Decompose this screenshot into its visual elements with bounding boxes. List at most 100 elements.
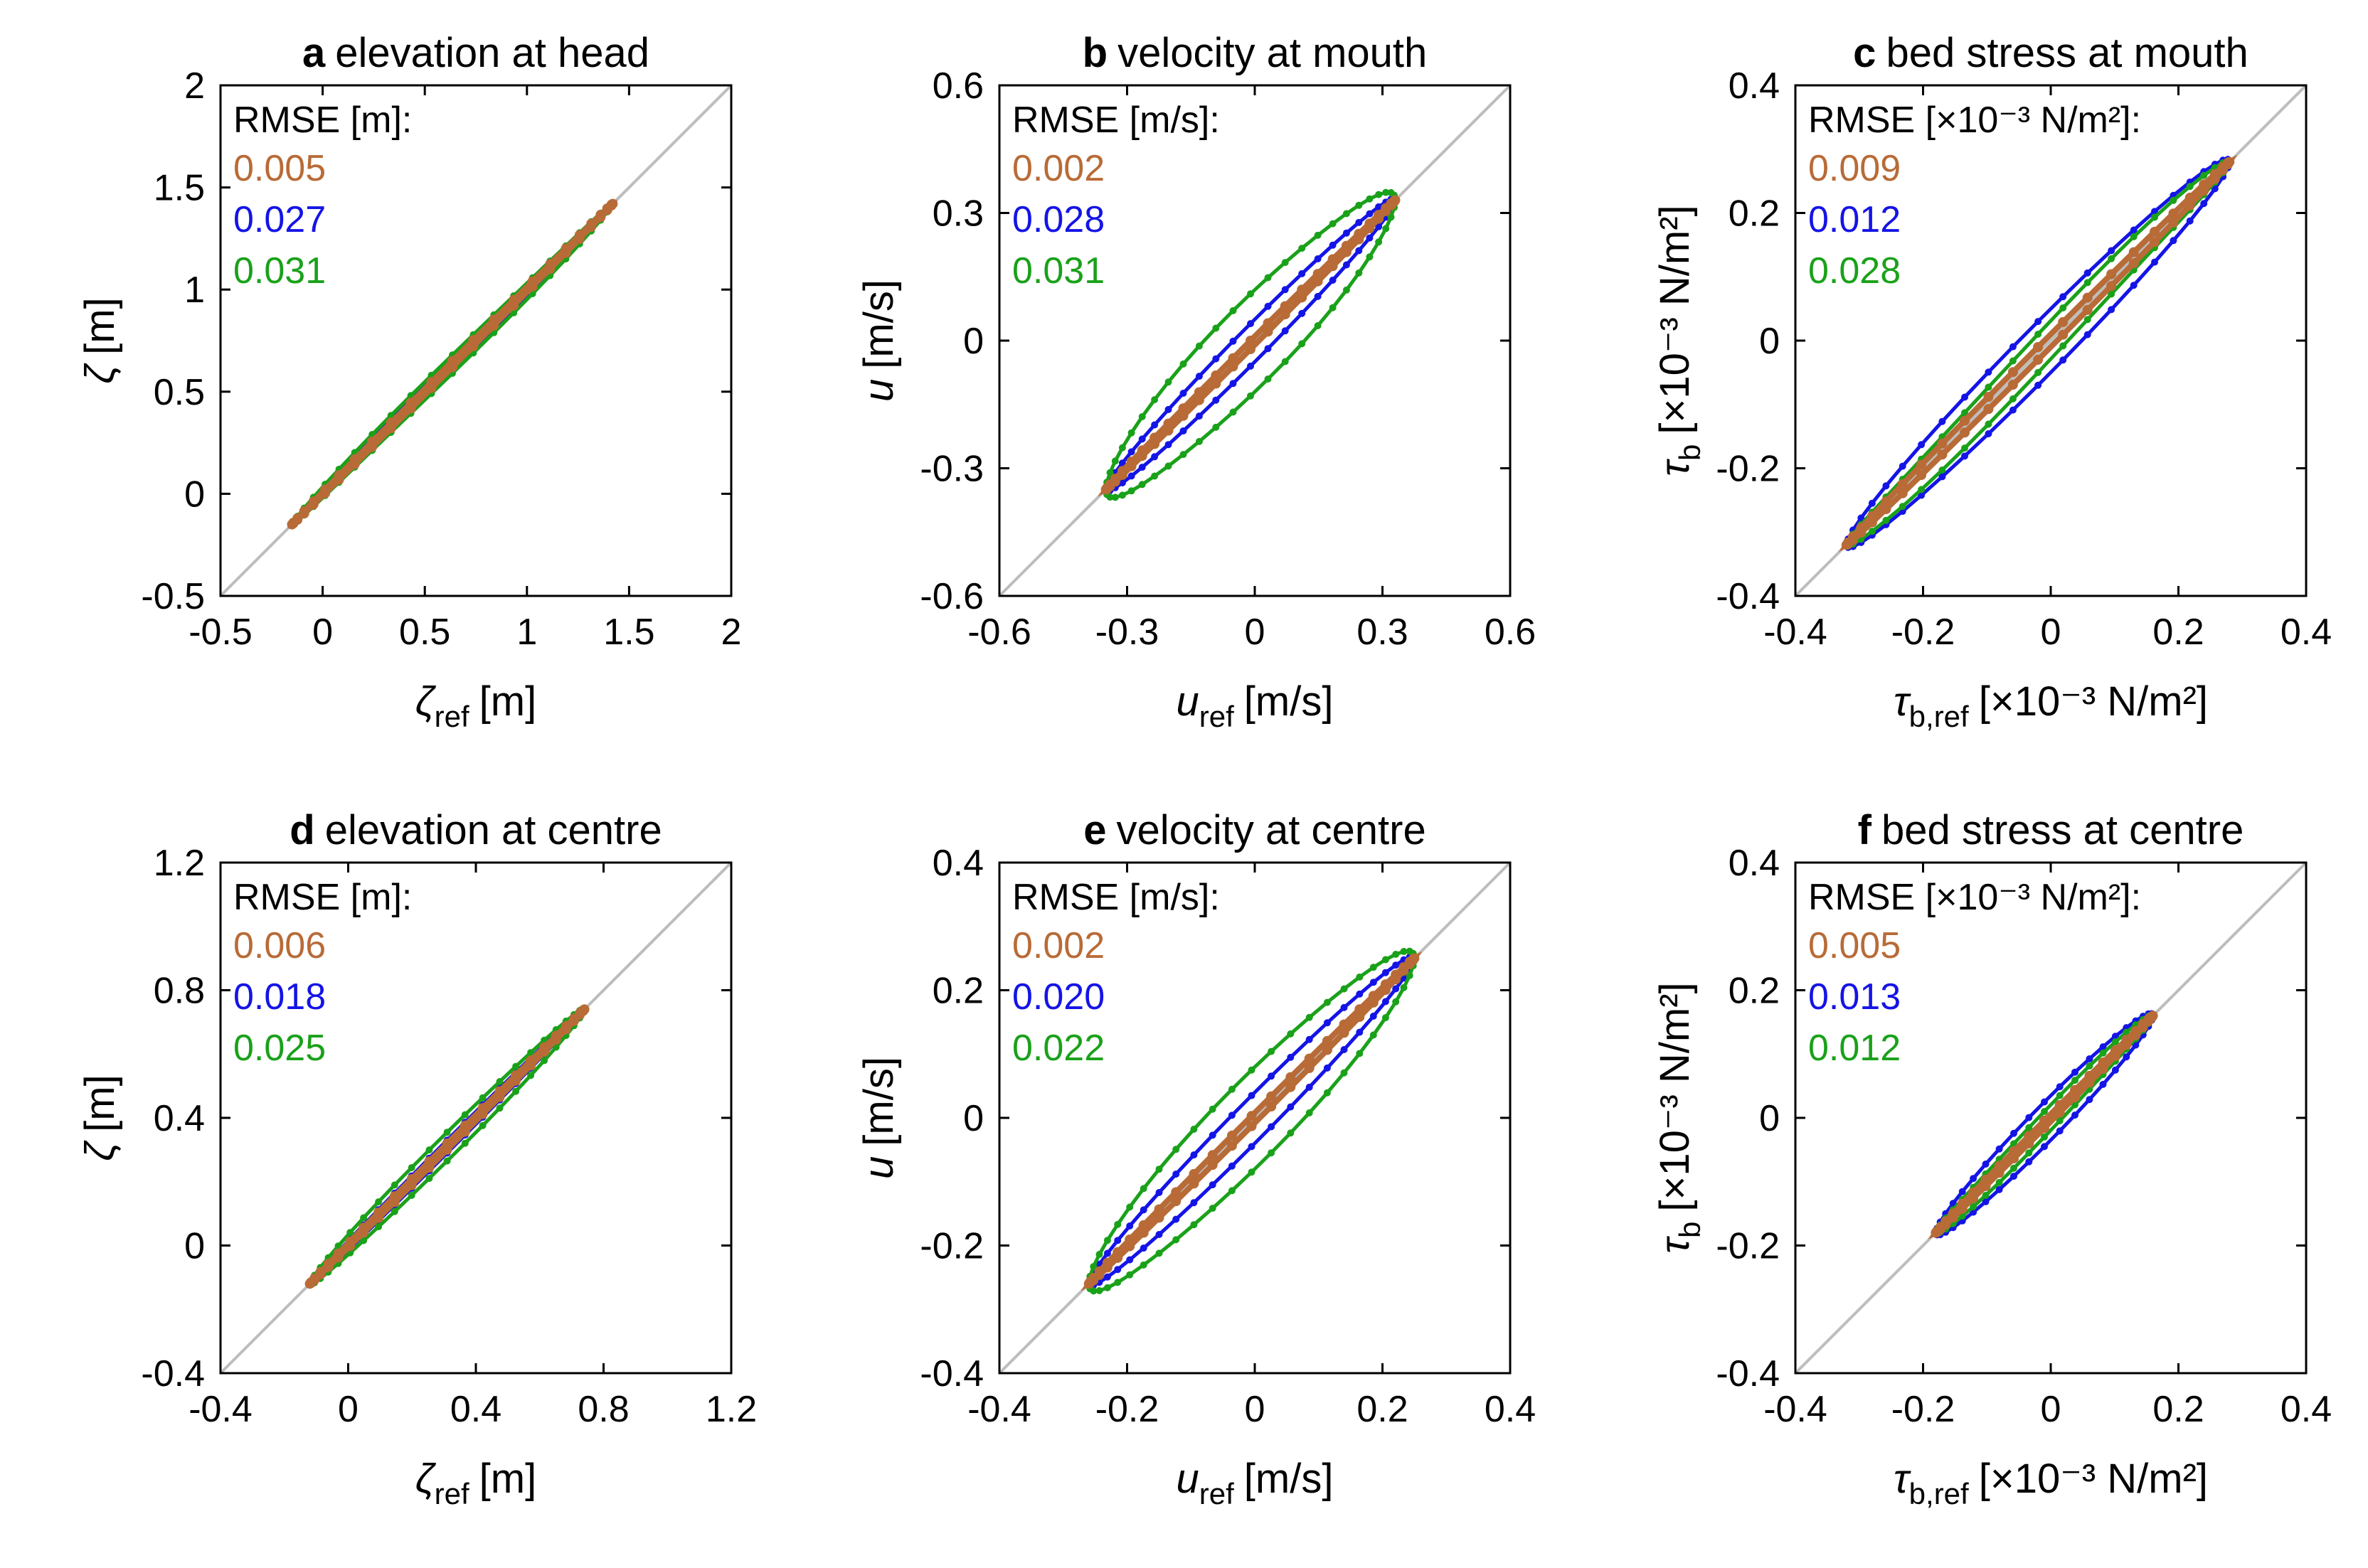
data-point-blue <box>1982 1198 1990 1205</box>
x-tick-label: 0 <box>2041 1389 2061 1430</box>
data-point-brown <box>315 1269 326 1280</box>
y-tick-label: 0.2 <box>933 971 984 1012</box>
data-point-brown <box>1263 318 1273 329</box>
rmse-value-green: 0.031 <box>233 250 326 292</box>
y-tick-label: 0.2 <box>1729 193 1780 235</box>
x-axis-unit: [m/s] <box>1244 1456 1334 1502</box>
data-point-brown <box>2058 329 2069 340</box>
data-point-brown <box>1322 1045 1332 1055</box>
data-point-brown <box>578 1006 588 1016</box>
data-point-green <box>1985 383 1992 391</box>
data-point-green <box>2059 304 2067 311</box>
data-point-brown <box>2209 174 2220 184</box>
data-point-blue <box>1114 1266 1122 1274</box>
data-point-green <box>1212 324 1220 332</box>
x-tick-label: -0.2 <box>1891 1389 1955 1430</box>
data-point-blue <box>1995 1185 2003 1193</box>
data-point-green <box>1138 481 1146 489</box>
y-tick-label: 1.5 <box>154 168 205 209</box>
data-point-green <box>1190 1126 1198 1133</box>
data-point-green <box>1392 998 1400 1006</box>
data-point-brown <box>1304 1053 1315 1064</box>
data-point-green <box>1111 457 1119 465</box>
data-point-green <box>2151 213 2158 221</box>
data-point-blue <box>1340 1003 1348 1011</box>
y-tick-label: -0.6 <box>920 576 984 617</box>
y-tick-label: 0 <box>963 1098 984 1139</box>
data-point-brown <box>509 300 519 311</box>
data-point-brown <box>1226 1141 1237 1151</box>
x-axis-subscript: ref <box>435 1477 469 1510</box>
data-point-green <box>1355 201 1363 209</box>
data-point-brown <box>1994 1161 2005 1171</box>
y-tick-label: 0.4 <box>154 1098 205 1139</box>
x-tick-label: 1.2 <box>706 1389 757 1430</box>
panel-title: c bed stress at mouth <box>1853 30 2248 76</box>
data-point-brown <box>2084 1070 2095 1081</box>
data-point-brown <box>2039 1115 2049 1126</box>
panel-title: f bed stress at centre <box>1858 807 2244 853</box>
x-tick-label: 0 <box>1245 1389 1265 1430</box>
data-point-blue <box>2041 1098 2048 1106</box>
x-tick-label: 0 <box>1245 612 1265 653</box>
data-point-blue <box>1281 286 1289 294</box>
data-point-brown <box>1960 415 1970 426</box>
data-point-green <box>2009 357 2017 365</box>
data-point-blue <box>1114 1237 1122 1244</box>
data-point-green <box>1228 1187 1236 1195</box>
y-axis-symbol: τ <box>1652 459 1698 476</box>
data-point-brown <box>1285 1082 1296 1092</box>
data-point-brown <box>489 320 499 331</box>
data-point-green <box>1103 1284 1111 1291</box>
data-point-green <box>1392 951 1400 958</box>
data-point-green <box>1329 304 1337 311</box>
data-point-green <box>1387 213 1395 221</box>
data-point-green <box>1268 1047 1275 1055</box>
data-point-brown <box>2168 217 2179 228</box>
x-tick-label: -0.4 <box>1763 612 1827 653</box>
x-tick-label: 0.4 <box>2281 1389 2332 1430</box>
data-point-green <box>1195 437 1203 445</box>
data-point-blue <box>1356 990 1364 998</box>
data-point-brown <box>308 499 319 510</box>
data-point-blue <box>1127 448 1135 456</box>
panel-title-text: elevation at head <box>335 30 649 76</box>
data-point-blue <box>1103 1249 1111 1257</box>
data-point-green <box>1151 472 1159 480</box>
y-tick-label: -0.2 <box>920 1226 984 1267</box>
data-point-brown <box>2147 1012 2157 1023</box>
data-point-green <box>2056 1092 2064 1099</box>
y-axis-symbol: τ <box>1652 1236 1698 1254</box>
data-point-brown <box>1211 370 1221 380</box>
x-tick-label: 0.5 <box>399 612 450 653</box>
data-point-brown <box>1138 1220 1149 1230</box>
data-point-brown <box>2168 208 2179 219</box>
data-point-blue <box>2108 247 2115 255</box>
data-point-blue <box>1155 1231 1163 1238</box>
data-point-brown <box>1246 336 1255 346</box>
data-point-brown <box>320 488 331 498</box>
data-point-green <box>512 1062 520 1070</box>
data-point-green <box>1375 191 1383 198</box>
data-point-green <box>1355 269 1363 277</box>
data-point-brown <box>2184 200 2195 210</box>
x-tick-label: -0.4 <box>189 1389 253 1430</box>
data-point-green <box>1248 1168 1255 1176</box>
data-point-blue <box>1356 1028 1364 1036</box>
y-tick-label: 0 <box>184 474 205 515</box>
data-point-blue <box>1140 1244 1147 1252</box>
data-point-green <box>1095 1287 1103 1294</box>
data-point-brown <box>511 1075 521 1086</box>
panel-e: -0.4-0.4 -0.2 -0.2 0 0 0.2 0.2 0.4 0.4 e velocity … <box>856 807 1536 1510</box>
data-point-brown <box>2150 237 2160 247</box>
rmse-value-blue: 0.028 <box>1012 199 1105 240</box>
data-point-blue <box>2123 1053 2130 1061</box>
data-point-blue <box>1899 462 1906 470</box>
data-point-green <box>1248 1066 1255 1074</box>
data-point-green <box>1155 1166 1163 1173</box>
data-point-brown <box>1171 1196 1182 1207</box>
data-point-blue <box>2151 258 2158 266</box>
data-point-green <box>2025 1124 2033 1131</box>
data-point-brown <box>1957 1203 1968 1214</box>
data-point-brown <box>1374 213 1384 224</box>
